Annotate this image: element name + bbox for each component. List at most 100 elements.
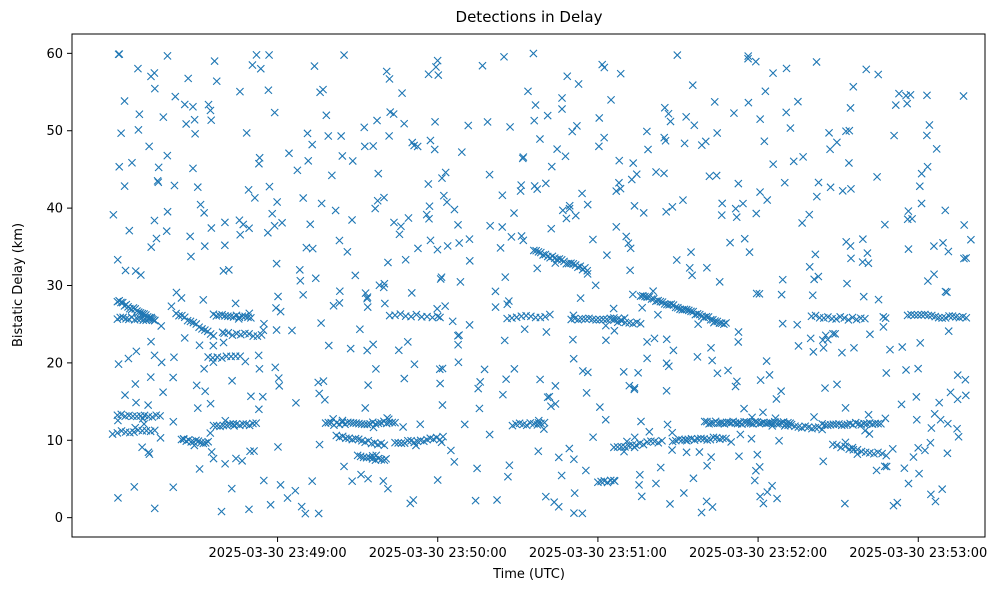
data-point (566, 259, 575, 268)
data-point (297, 502, 306, 511)
data-point (348, 156, 357, 165)
data-point (682, 112, 691, 121)
data-point (661, 136, 670, 145)
data-point (588, 235, 597, 244)
data-point (688, 81, 697, 90)
y-tick-label: 60 (46, 47, 63, 62)
data-point (442, 198, 451, 207)
data-point (400, 374, 409, 383)
data-point (257, 330, 266, 339)
data-point (274, 374, 283, 383)
data-point (169, 417, 178, 426)
data-point (628, 290, 637, 299)
data-point (179, 434, 188, 443)
data-point (929, 242, 938, 251)
data-point (433, 304, 442, 313)
data-point (177, 293, 186, 302)
data-point (860, 314, 869, 323)
data-point (436, 379, 445, 388)
data-point (920, 446, 929, 455)
data-point (359, 453, 368, 462)
data-point (755, 289, 764, 298)
data-point (547, 162, 556, 171)
data-point (175, 311, 183, 320)
data-point (583, 269, 592, 278)
data-point (632, 170, 641, 179)
data-point (364, 474, 373, 483)
data-point (383, 413, 392, 422)
data-point (624, 239, 633, 248)
data-point (450, 205, 459, 214)
data-point (207, 116, 216, 125)
data-point (483, 117, 492, 126)
y-tick-label: 40 (46, 202, 63, 217)
data-point (396, 222, 405, 231)
data-point (643, 354, 652, 363)
data-point (131, 380, 140, 389)
data-point (464, 121, 473, 130)
data-point (159, 113, 168, 122)
data-point (772, 394, 781, 403)
data-point (154, 163, 163, 172)
data-point (212, 77, 221, 86)
data-point (195, 341, 204, 350)
data-point (425, 214, 433, 223)
data-point (622, 232, 631, 241)
data-point (709, 433, 718, 442)
data-point (371, 364, 380, 373)
data-point (114, 50, 123, 59)
data-point (436, 274, 445, 283)
data-point (397, 439, 406, 448)
data-point (520, 325, 529, 334)
data-point (865, 429, 874, 438)
data-point (637, 492, 646, 501)
data-point (204, 100, 213, 109)
data-point (832, 138, 841, 147)
data-point (412, 310, 421, 319)
data-point (768, 481, 777, 490)
data-point (700, 417, 709, 426)
data-point (543, 111, 552, 120)
data-point (182, 119, 191, 128)
data-point (551, 259, 560, 268)
data-point (340, 51, 349, 60)
data-point (231, 454, 240, 463)
data-point (109, 210, 118, 219)
data-point (246, 392, 255, 401)
data-point (765, 370, 774, 379)
data-point (563, 72, 572, 81)
data-point (601, 336, 610, 345)
data-point (593, 478, 602, 487)
data-point (763, 488, 772, 497)
data-point (729, 109, 738, 118)
data-point (259, 319, 268, 328)
data-point (341, 434, 350, 443)
data-point (545, 310, 554, 319)
data-point (731, 382, 740, 391)
data-point (308, 140, 317, 149)
data-point (547, 224, 556, 233)
data-point (696, 434, 705, 443)
data-point (244, 185, 253, 194)
data-point (753, 450, 762, 459)
data-point (862, 65, 871, 74)
data-point (536, 375, 545, 384)
data-point (498, 223, 507, 232)
data-point (523, 87, 532, 96)
data-point (506, 122, 515, 131)
data-point (914, 443, 923, 452)
data-point (121, 391, 130, 400)
data-point (283, 494, 292, 503)
data-point (751, 57, 760, 66)
data-point (710, 97, 719, 106)
data-point (329, 414, 338, 423)
data-point (433, 245, 442, 254)
data-point (145, 314, 153, 323)
data-point (363, 346, 372, 355)
data-point (805, 262, 814, 271)
data-point (597, 477, 606, 486)
data-point (758, 408, 767, 417)
data-point (535, 135, 544, 144)
data-point (248, 419, 257, 428)
data-point (922, 131, 931, 140)
